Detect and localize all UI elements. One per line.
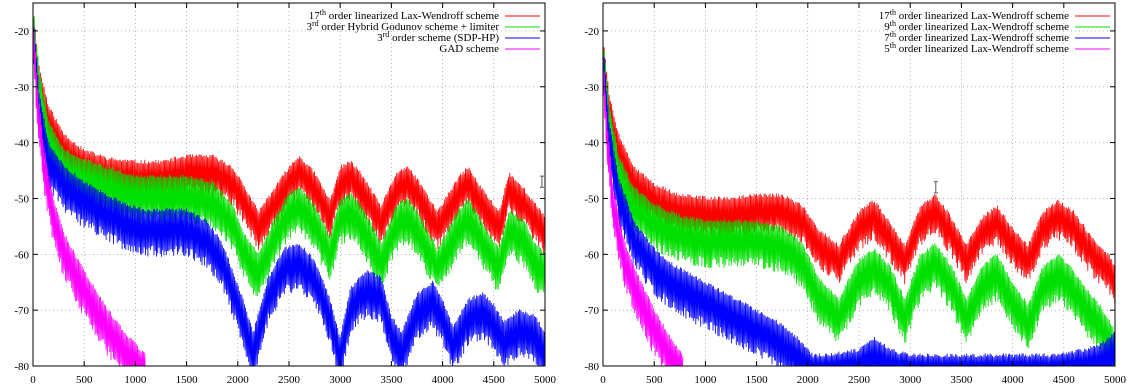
axis-ticks: 0 500 1000 1500 2000 2500 3000 3500 4000 4500 5000… [584, 3, 1127, 386]
x-tick-label: 0 [30, 374, 36, 386]
legend-text-part: order linearized Lax-Wendroff scheme [896, 10, 1069, 22]
x-tick-label: 3000 [329, 374, 352, 386]
y-tick-label: -30 [14, 82, 29, 94]
legend-label-3: 3rd order scheme (SDP-HP) [377, 30, 499, 44]
legend-superscript: th [890, 41, 896, 50]
legend-label-2: 3rd order Hybrid Godunov scheme + limite… [306, 19, 499, 33]
series-line-3 [33, 9, 545, 366]
legend-text-part: order linearized Lax-Wendroff scheme [896, 43, 1069, 55]
x-tick-label: 2500 [278, 374, 301, 386]
legend-text-part: 3 [377, 32, 383, 44]
x-tick-label: 2500 [848, 374, 871, 386]
x-tick-label: 1000 [124, 374, 147, 386]
legend-text-part: 3 [306, 21, 312, 33]
x-tick-label: 3000 [899, 374, 922, 386]
x-tick-label: 4500 [483, 374, 506, 386]
legend-text-part: order scheme (SDP-HP) [389, 32, 499, 44]
x-tick-label: 2000 [227, 374, 250, 386]
legend-superscript: rd [383, 30, 390, 39]
legend-label-1: 17th order linearized Lax-Wendroff schem… [309, 8, 499, 22]
y-tick-label: -70 [584, 305, 599, 317]
legend-label-1: 17th order linearized Lax-Wendroff schem… [879, 8, 1069, 22]
legend-superscript: th [890, 19, 896, 28]
legend-text-part: order Hybrid Godunov scheme + limiter [319, 21, 500, 33]
x-tick-label: 4000 [432, 374, 455, 386]
legend: 17th order linearized Lax-Wendroff schem… [879, 8, 1110, 55]
x-tick-label: 1500 [176, 374, 199, 386]
legend-label-4: 5th order linearized Lax-Wendroff scheme [884, 41, 1069, 55]
y-tick-label: -80 [14, 361, 29, 373]
legend-superscript: th [890, 8, 896, 17]
legend-label-2: 9th order linearized Lax-Wendroff scheme [884, 19, 1069, 33]
left-chart-panel: 0 500 1000 1500 2000 2500 3000 3500 4000 4500 5000… [14, 2, 557, 386]
legend-text-part: 5 [884, 43, 890, 55]
legend: 17th order linearized Lax-Wendroff schem… [306, 8, 540, 55]
legend-label-3: 7th order linearized Lax-Wendroff scheme [884, 30, 1069, 44]
axis-ticks: 0 500 1000 1500 2000 2500 3000 3500 4000 4500 5000… [14, 3, 557, 386]
series-line-2 [603, 36, 1115, 366]
legend-text-part: 9 [884, 21, 890, 33]
legend-text-part: 17 [309, 10, 321, 22]
x-tick-label: 4000 [1002, 374, 1025, 386]
x-tick-label: 1000 [694, 374, 717, 386]
legend-text-part: GAD scheme [439, 43, 499, 55]
x-tick-label: 500 [76, 374, 93, 386]
legend-text-part: 17 [879, 10, 891, 22]
x-tick-label: 1500 [746, 374, 769, 386]
plot-area [603, 32, 1115, 366]
y-tick-label: -20 [14, 26, 29, 38]
y-tick-label: -20 [584, 26, 599, 38]
error-bar [539, 175, 544, 188]
error-bar [933, 181, 938, 194]
legend-text-part: order linearized Lax-Wendroff scheme [896, 32, 1069, 44]
y-tick-label: -30 [584, 82, 599, 94]
series-line-2 [33, 4, 545, 297]
x-tick-label: 3500 [380, 374, 403, 386]
legend-text-part: order linearized Lax-Wendroff scheme [896, 21, 1069, 33]
series-line-4 [33, 9, 146, 366]
y-tick-label: -60 [14, 249, 29, 261]
series-line-4 [603, 47, 684, 366]
x-tick-label: 2000 [797, 374, 820, 386]
y-tick-label: -50 [14, 193, 29, 205]
x-tick-label: 5000 [1104, 374, 1127, 386]
series-line-1 [603, 32, 1115, 305]
y-tick-label: -60 [584, 249, 599, 261]
y-tick-label: -80 [584, 361, 599, 373]
right-chart-panel: 0 500 1000 1500 2000 2500 3000 3500 4000 4500 5000… [584, 2, 1127, 386]
legend-label-4: GAD scheme [439, 43, 499, 55]
y-tick-label: -40 [584, 138, 599, 150]
legend-superscript: th [320, 8, 326, 17]
plot-area [33, 4, 545, 366]
y-tick-label: -40 [14, 138, 29, 150]
legend-superscript: rd [312, 19, 319, 28]
legend-text-part: order linearized Lax-Wendroff scheme [326, 10, 499, 22]
grid [603, 3, 1115, 366]
y-tick-label: -50 [584, 193, 599, 205]
x-tick-label: 3500 [950, 374, 973, 386]
x-tick-label: 4500 [1053, 374, 1076, 386]
y-tick-label: -70 [14, 305, 29, 317]
x-tick-label: 5000 [534, 374, 557, 386]
x-tick-label: 500 [646, 374, 663, 386]
x-tick-label: 0 [600, 374, 606, 386]
legend-text-part: 7 [884, 32, 890, 44]
legend-superscript: th [890, 30, 896, 39]
